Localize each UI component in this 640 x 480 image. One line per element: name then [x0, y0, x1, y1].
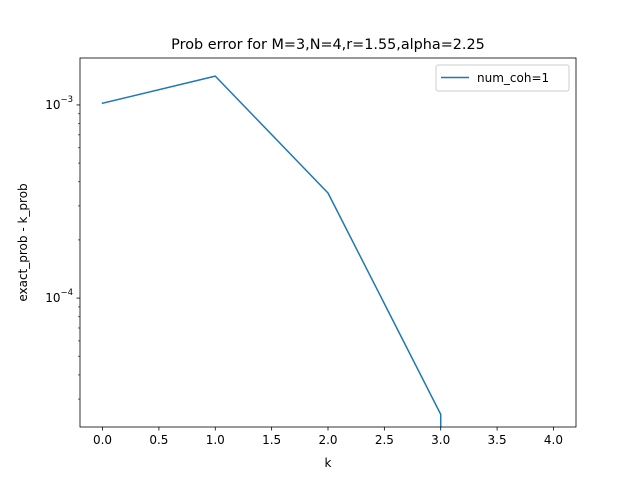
series-layer	[101, 75, 442, 427]
axes-frame	[79, 57, 577, 428]
chart-title: Prob error for M=3,N=4,r=1.55,alpha=2.25	[171, 37, 485, 53]
y-tick-label: 10−3	[45, 95, 73, 112]
plot-background	[80, 58, 576, 427]
x-tick-label: 3.5	[488, 433, 507, 447]
x-tick-label: 1.5	[262, 433, 281, 447]
legend-box	[435, 64, 570, 92]
x-tick-label: 3.0	[431, 433, 450, 447]
x-tick-label: 0.0	[93, 433, 112, 447]
x-axis-label: k	[325, 456, 332, 470]
legend-label-num-coh-1: num_coh=1	[477, 71, 549, 85]
axes-spines	[79, 57, 577, 428]
y-axis-ticks: 10−4 10−3	[45, 95, 80, 400]
y-axis-label: exact_prob - k_prob	[16, 183, 30, 301]
x-tick-label: 4.0	[544, 433, 563, 447]
x-tick-label: 2.0	[318, 433, 337, 447]
y-tick-label: 10−4	[45, 288, 73, 305]
x-tick-label: 2.5	[375, 433, 394, 447]
legend: num_coh=1	[435, 64, 570, 92]
series-line-0	[101, 75, 442, 427]
plot-area	[80, 58, 576, 427]
x-tick-label: 1.0	[206, 433, 225, 447]
x-tick-label: 0.5	[149, 433, 168, 447]
x-axis-ticks: 0.0 0.5 1.0 1.5 2.0 2.5 3.0 3.5 4.0	[93, 427, 563, 447]
